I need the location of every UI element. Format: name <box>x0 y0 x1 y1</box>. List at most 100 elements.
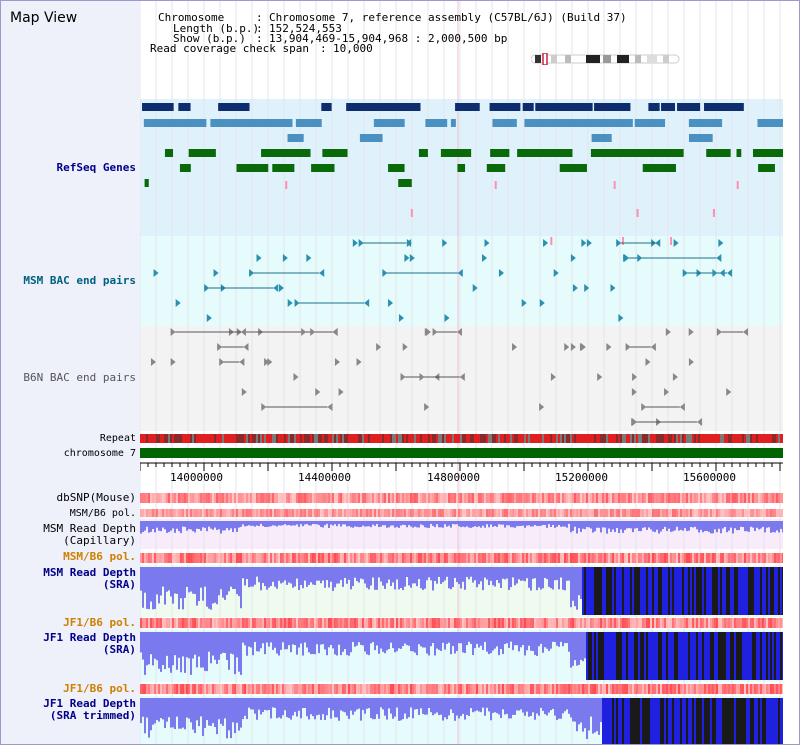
depth-bar <box>552 567 554 590</box>
heat-cell <box>352 618 354 628</box>
heat-cell <box>320 493 322 503</box>
depth-bar <box>562 632 564 647</box>
heat-cell <box>424 553 426 563</box>
depth-bar <box>288 632 290 646</box>
repeat-cell <box>624 434 626 443</box>
repeat-cell <box>726 434 728 443</box>
track-label-refseq[interactable]: RefSeq Genes <box>56 161 136 174</box>
depth-bar <box>700 567 702 615</box>
gene-feature <box>267 149 292 157</box>
heat-cell <box>242 618 244 628</box>
repeat-cell <box>384 434 386 443</box>
depth-bar <box>684 698 686 744</box>
depth-bar <box>228 521 230 531</box>
bac-end <box>356 358 362 366</box>
heat-cell <box>364 684 366 694</box>
heat-cell <box>448 493 450 503</box>
heat-cell <box>330 553 332 563</box>
depth-bar <box>568 632 570 652</box>
depth-bar <box>266 567 268 590</box>
heat-cell <box>520 509 522 517</box>
heat-cell <box>506 684 508 694</box>
depth-bar <box>176 567 178 594</box>
depth-bar <box>378 567 380 578</box>
heat-cell <box>540 553 542 563</box>
repeat-cell <box>686 434 688 443</box>
heat-cell <box>296 618 298 628</box>
depth-bar <box>688 698 690 744</box>
track-label-msm-b6-pol-2[interactable]: MSM/B6 pol. <box>63 550 136 563</box>
track-label-dbsnp[interactable]: dbSNP(Mouse) <box>56 491 136 504</box>
tracks-canvas[interactable] <box>140 1 783 744</box>
depth-bar <box>476 567 478 588</box>
heat-cell <box>620 553 622 563</box>
heat-cell <box>466 553 468 563</box>
track-label-jf1-b6-pol-2[interactable]: JF1/B6 pol. <box>63 682 136 695</box>
heat-cell <box>338 618 340 628</box>
depth-bar <box>504 698 506 715</box>
heat-cell <box>226 618 228 628</box>
track-label-msm-depth-cap-1[interactable]: MSM Read Depth <box>43 522 136 535</box>
heat-cell <box>500 493 502 503</box>
heat-cell <box>622 684 624 694</box>
heat-cell <box>700 553 702 563</box>
heat-cell <box>696 553 698 563</box>
heat-cell <box>722 509 724 517</box>
track-label-chromosome[interactable]: chromosome 7 <box>63 448 136 459</box>
depth-bar <box>658 698 660 744</box>
depth-bar <box>218 521 220 530</box>
depth-bar <box>614 698 616 744</box>
depth-bar <box>300 567 302 585</box>
heat-cell <box>596 493 598 503</box>
heat-cell <box>210 493 212 503</box>
chromosome-ideogram[interactable] <box>531 53 681 65</box>
heat-cell <box>492 493 494 503</box>
tracks-area[interactable] <box>140 1 783 744</box>
track-label-b6n-bac[interactable]: B6N BAC end pairs <box>23 371 136 384</box>
track-label-msm-b6-pol-1[interactable]: MSM/B6 pol. <box>69 508 136 519</box>
gene-feature <box>223 119 248 127</box>
bac-end <box>406 239 412 247</box>
track-label-msm-bac[interactable]: MSM BAC end pairs <box>23 274 136 287</box>
depth-bar <box>564 521 566 527</box>
heat-cell <box>720 493 722 503</box>
depth-bar <box>420 698 422 709</box>
depth-bar <box>336 632 338 656</box>
depth-bar <box>232 521 234 533</box>
depth-bar <box>688 567 690 615</box>
depth-bar <box>180 567 182 599</box>
bac-end <box>581 239 587 247</box>
pink-feature <box>550 237 553 245</box>
heat-cell <box>476 509 478 517</box>
depth-bar <box>552 698 554 709</box>
repeat-cell <box>596 434 598 443</box>
depth-bar <box>766 632 768 680</box>
depth-bar <box>570 567 572 608</box>
track-label-repeat[interactable]: Repeat <box>99 433 136 444</box>
track-label-jf1-depth-trim-1[interactable]: JF1 Read Depth <box>43 697 136 710</box>
bac-end <box>625 343 631 351</box>
track-label-jf1-b6-pol-1[interactable]: JF1/B6 pol. <box>63 616 136 629</box>
depth-bar <box>588 632 590 680</box>
bac-end <box>482 254 488 262</box>
heat-cell <box>542 509 544 517</box>
heat-cell <box>652 509 654 517</box>
depth-bar <box>162 521 164 528</box>
heat-cell <box>384 618 386 628</box>
gene-feature <box>247 164 255 172</box>
depth-bar <box>412 521 414 528</box>
track-label-jf1-depth-sra-1[interactable]: JF1 Read Depth <box>43 631 136 644</box>
depth-bar <box>454 567 456 578</box>
repeat-cell <box>366 434 368 443</box>
depth-bar <box>240 632 242 675</box>
heat-cell <box>634 493 636 503</box>
depth-bar <box>262 521 264 527</box>
depth-bar <box>708 698 710 744</box>
heat-cell <box>336 509 338 517</box>
heat-cell <box>166 509 168 517</box>
heat-cell <box>534 509 536 517</box>
heat-cell <box>586 684 588 694</box>
heat-cell <box>662 618 664 628</box>
track-label-msm-depth-sra-1[interactable]: MSM Read Depth <box>43 566 136 579</box>
heat-cell <box>178 553 180 563</box>
